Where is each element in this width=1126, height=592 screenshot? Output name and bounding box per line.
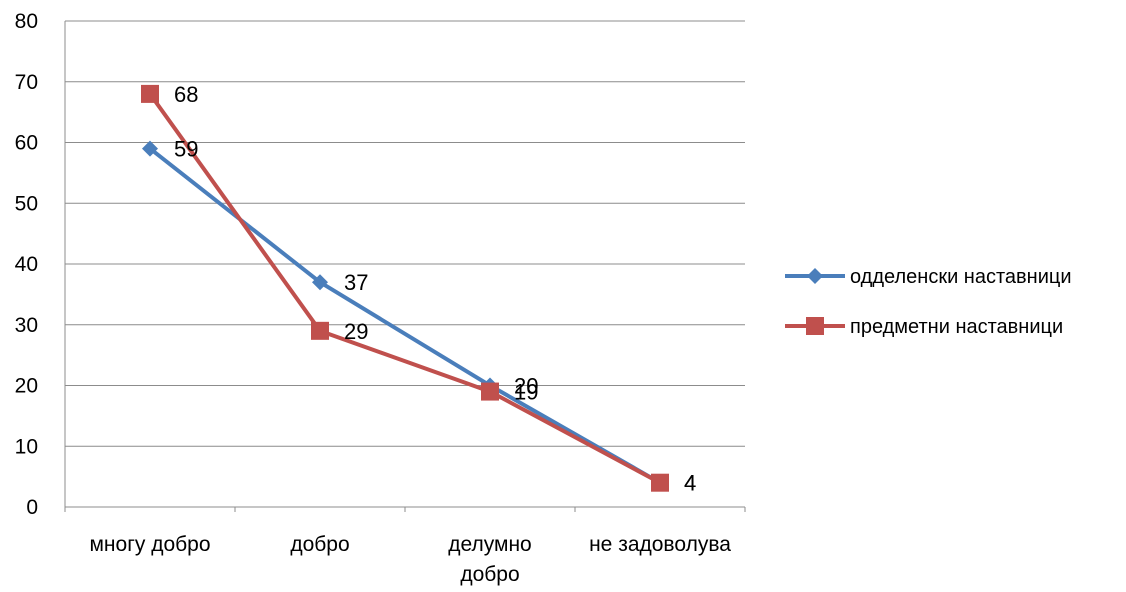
data-point-2	[481, 382, 499, 401]
data-label: 68	[174, 82, 198, 107]
gridlines	[65, 20, 745, 447]
data-point-2	[311, 321, 329, 340]
x-tick-label-line: добро	[290, 533, 349, 556]
data-point-2	[651, 473, 669, 492]
y-tick-label: 10	[15, 435, 38, 458]
data-label: 19	[514, 380, 538, 405]
legend-square-marker	[806, 317, 824, 335]
data-label: 59	[174, 137, 198, 162]
x-tick-label-line: добро	[460, 563, 519, 586]
data-point-1	[312, 274, 328, 291]
y-tick-label: 80	[15, 10, 38, 33]
x-axis-ticks: многу добро добро делумно добро не задоволув…	[89, 533, 731, 586]
legend: одделенски наставници предметни наставниц…	[785, 266, 1072, 338]
data-label: 4	[684, 471, 696, 496]
y-tick-label: 40	[15, 253, 38, 276]
x-tick-label-line: не задоволува	[589, 533, 731, 556]
data-label: 4	[684, 471, 696, 496]
data-label: 37	[344, 270, 368, 295]
x-tick-label: делумно добро	[448, 533, 531, 586]
y-tick-label: 0	[26, 496, 38, 519]
y-tick-label: 30	[15, 314, 38, 337]
legend-label: предметни наставници	[850, 316, 1063, 338]
x-tick-label-line: многу добро	[89, 533, 210, 556]
y-axis-ticks: 0 10 20 30 40 50 60 70 80	[15, 10, 38, 519]
x-tick-label: многу добро	[89, 533, 210, 556]
y-tick-label: 70	[15, 71, 38, 94]
axes	[64, 21, 746, 512]
series-line-2	[148, 92, 661, 485]
y-tick-label: 60	[15, 132, 38, 155]
data-point-2	[141, 84, 159, 103]
data-label: 29	[344, 319, 368, 344]
legend-label: одделенски наставници	[850, 266, 1072, 288]
series-layer	[141, 84, 669, 492]
y-tick-label: 20	[15, 375, 38, 398]
data-point-1	[142, 140, 158, 157]
x-tick-label: добро	[290, 533, 349, 556]
data-label: 20	[514, 374, 538, 399]
x-tick-label: не задоволува	[589, 533, 731, 556]
y-tick-label: 50	[15, 192, 38, 215]
x-tick-label-line: делумно	[448, 533, 531, 556]
legend-diamond-marker	[807, 268, 823, 284]
